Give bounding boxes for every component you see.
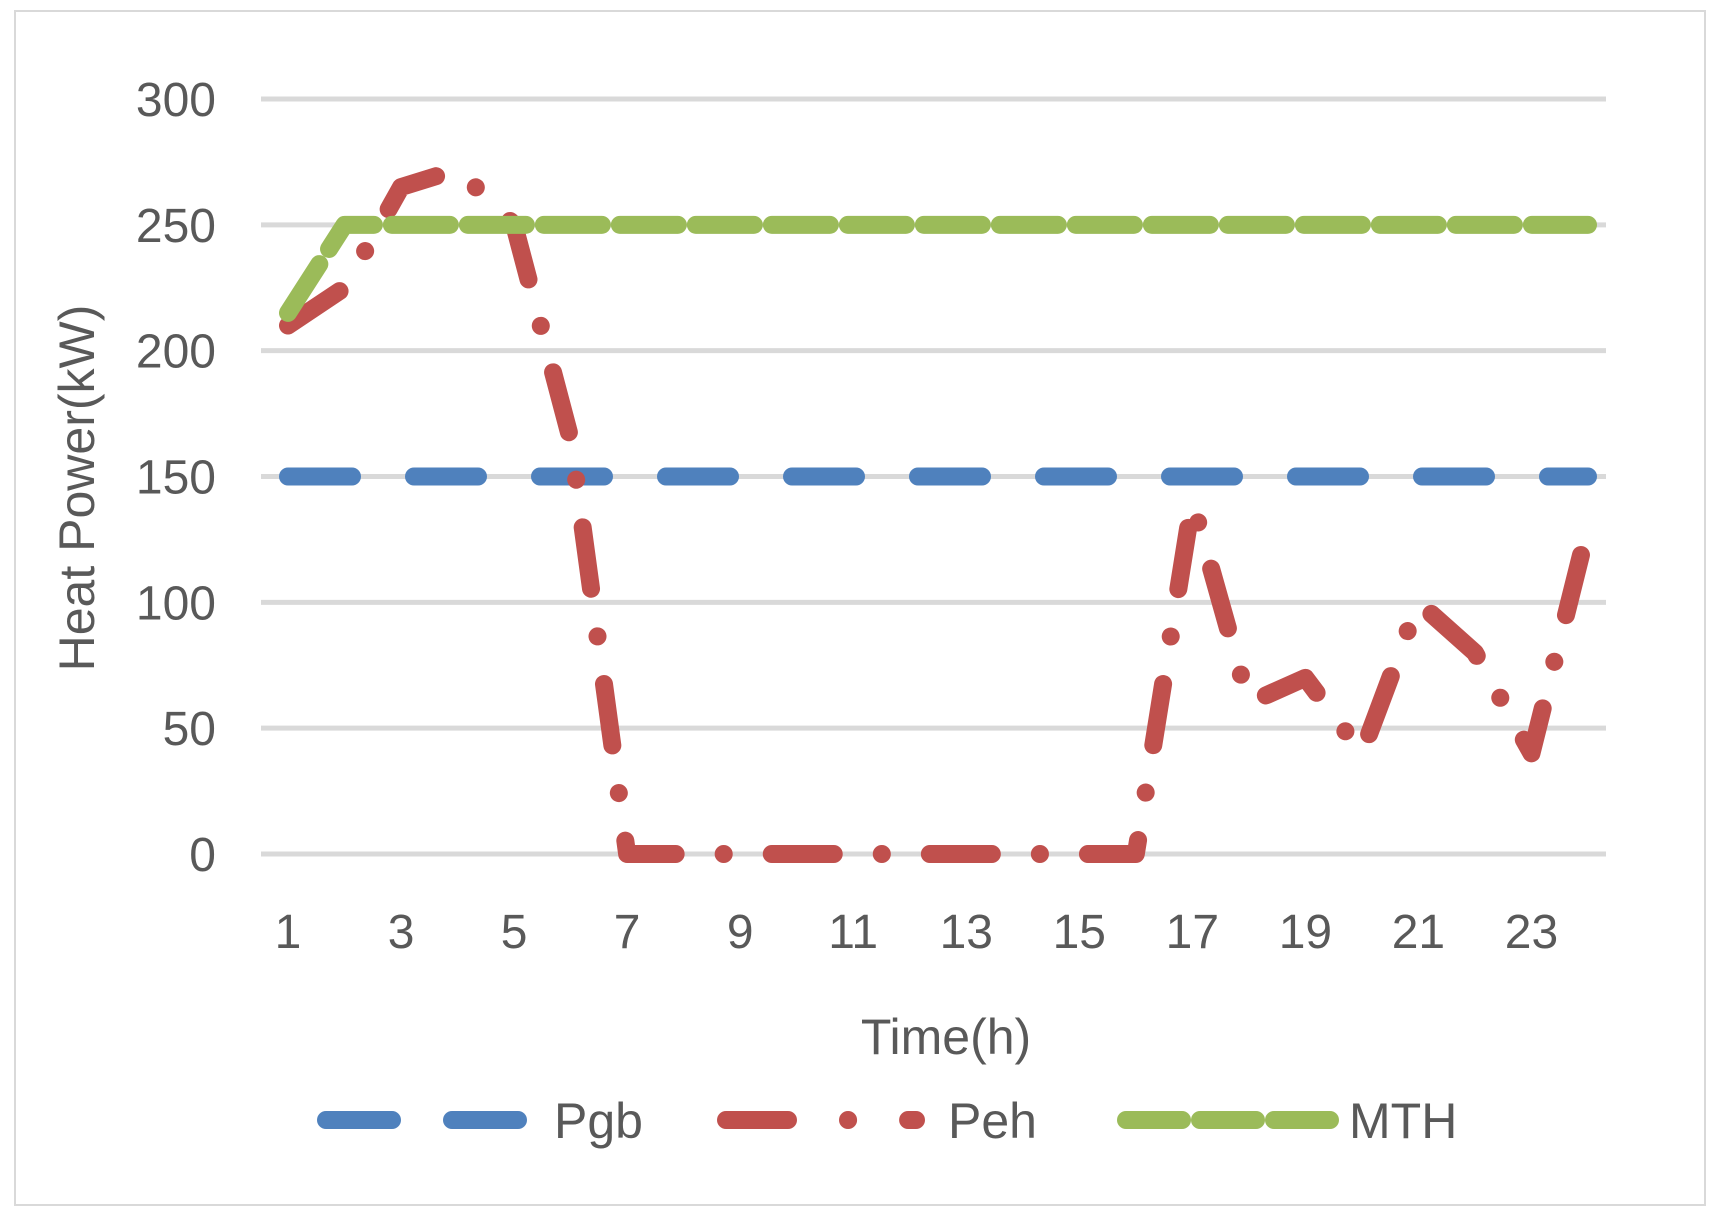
x-tick-label: 23 [1505, 906, 1558, 959]
legend: Pgb Peh MTH [317, 1093, 1457, 1149]
x-tick-label: 1 [275, 906, 302, 959]
x-tick-label: 5 [501, 906, 528, 959]
x-tick-label: 19 [1279, 906, 1332, 959]
y-axis-ticks: 0 50 100 150 200 250 300 [136, 74, 216, 882]
legend-item-pgb: Pgb [317, 1093, 643, 1149]
y-axis-title: Heat Power(kW) [49, 305, 105, 672]
y-tick-label: 250 [136, 200, 216, 253]
y-tick-label: 50 [163, 703, 216, 756]
x-tick-label: 13 [940, 906, 993, 959]
y-tick-label: 0 [189, 829, 216, 882]
y-tick-label: 200 [136, 326, 216, 379]
legend-item-mth: MTH [1117, 1093, 1457, 1149]
x-tick-label: 17 [1166, 906, 1219, 959]
x-tick-label: 9 [727, 906, 754, 959]
series-line-mth [279, 215, 1597, 322]
y-tick-label: 100 [136, 577, 216, 630]
x-axis-ticks: 1 3 5 7 9 11 13 15 17 19 21 23 [275, 906, 1559, 959]
series-line-peh [279, 160, 1597, 863]
legend-label: Peh [948, 1093, 1037, 1149]
y-tick-label: 300 [136, 74, 216, 127]
x-tick-label: 3 [388, 906, 415, 959]
series-lines [279, 160, 1597, 863]
x-tick-label: 15 [1053, 906, 1106, 959]
legend-label: MTH [1349, 1093, 1457, 1149]
x-tick-label: 7 [614, 906, 641, 959]
x-tick-label: 11 [828, 906, 878, 959]
legend-label: Pgb [554, 1093, 643, 1149]
x-tick-label: 21 [1392, 906, 1445, 959]
y-tick-label: 150 [136, 452, 216, 505]
x-axis-title: Time(h) [861, 1009, 1031, 1065]
chart-frame: 0 50 100 150 200 250 300 1 3 5 7 9 11 13 15 17 19 21 23 T… [14, 10, 1706, 1206]
legend-item-peh: Peh [717, 1093, 1037, 1149]
